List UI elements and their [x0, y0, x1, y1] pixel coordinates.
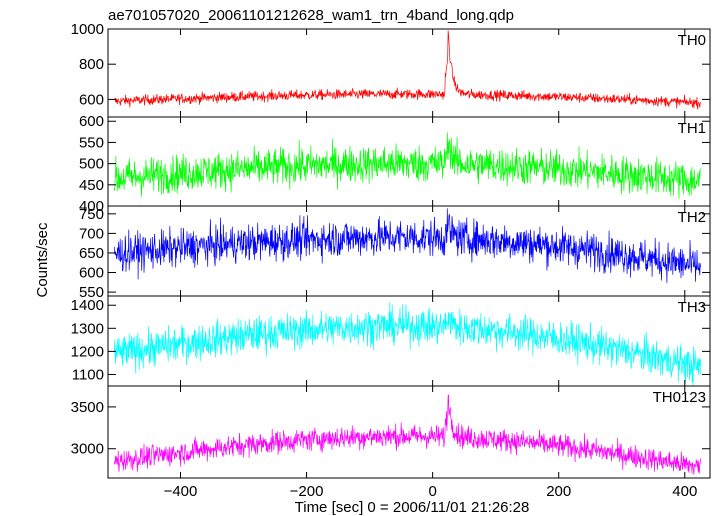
chart-title: ae701057020_20061101212628_wam1_trn_4ban…	[108, 7, 514, 24]
series-line-th0123	[113, 394, 701, 475]
y-tick-label: 1100	[72, 366, 104, 383]
panel-th1: 400 450 500 550 600 TH1	[79, 113, 711, 215]
panel-frame	[107, 28, 711, 118]
y-tick-label: 1400	[71, 297, 104, 314]
y-tick-label: 700	[79, 225, 104, 242]
y-tick-label: 1000	[71, 21, 104, 38]
y-tick-label: 800	[79, 56, 104, 73]
y-axis-label: Counts/sec	[34, 222, 51, 298]
panel-th2: 550 600 650 700 750 TH2	[79, 205, 711, 301]
x-tick-label: 400	[672, 483, 697, 500]
y-tick-label: 600	[79, 91, 104, 108]
x-tick-label: 0	[428, 483, 436, 500]
panel-th3: 1100 1200 1300 1400 TH3	[71, 295, 711, 387]
y-tick-label: 750	[79, 206, 104, 223]
series-line-th0	[113, 30, 701, 110]
y-tick-label: 550	[79, 134, 104, 151]
series-label: TH1	[678, 120, 706, 137]
x-tick-label: 200	[546, 483, 571, 500]
y-tick-label: 3500	[71, 399, 104, 416]
series-line-th3	[113, 301, 701, 386]
series-label: TH3	[678, 299, 706, 316]
series-label: TH0123	[653, 389, 706, 406]
panel-th0: 600 800 1000 TH0	[71, 21, 711, 118]
panel-frame	[107, 385, 711, 479]
y-tick-label: 1200	[71, 343, 104, 360]
y-tick-label: 450	[79, 177, 104, 194]
y-tick-label: 550	[79, 284, 104, 301]
y-tick-label: 1300	[71, 320, 104, 337]
series-label: TH0	[678, 32, 706, 49]
y-tick-label: 650	[79, 245, 104, 262]
series-line-th1	[113, 132, 701, 199]
y-tick-label: 500	[79, 156, 104, 173]
series-label: TH2	[678, 209, 706, 226]
x-tick-label: −400	[164, 483, 198, 500]
panels: 600 800 1000 TH0 400 450 500 550 600 TH1 550 600 650…	[71, 21, 711, 500]
panel-th0123: 3000 3500 TH0123	[71, 385, 711, 479]
series-line-th2	[113, 208, 701, 284]
y-tick-label: 3000	[71, 441, 104, 458]
y-tick-label: 600	[79, 265, 104, 282]
x-axis-label: Time [sec] 0 = 2006/11/01 21:26:28	[295, 499, 530, 516]
x-tick-label: −200	[290, 483, 324, 500]
y-tick-label: 400	[79, 198, 104, 215]
y-tick-label: 600	[79, 113, 104, 130]
